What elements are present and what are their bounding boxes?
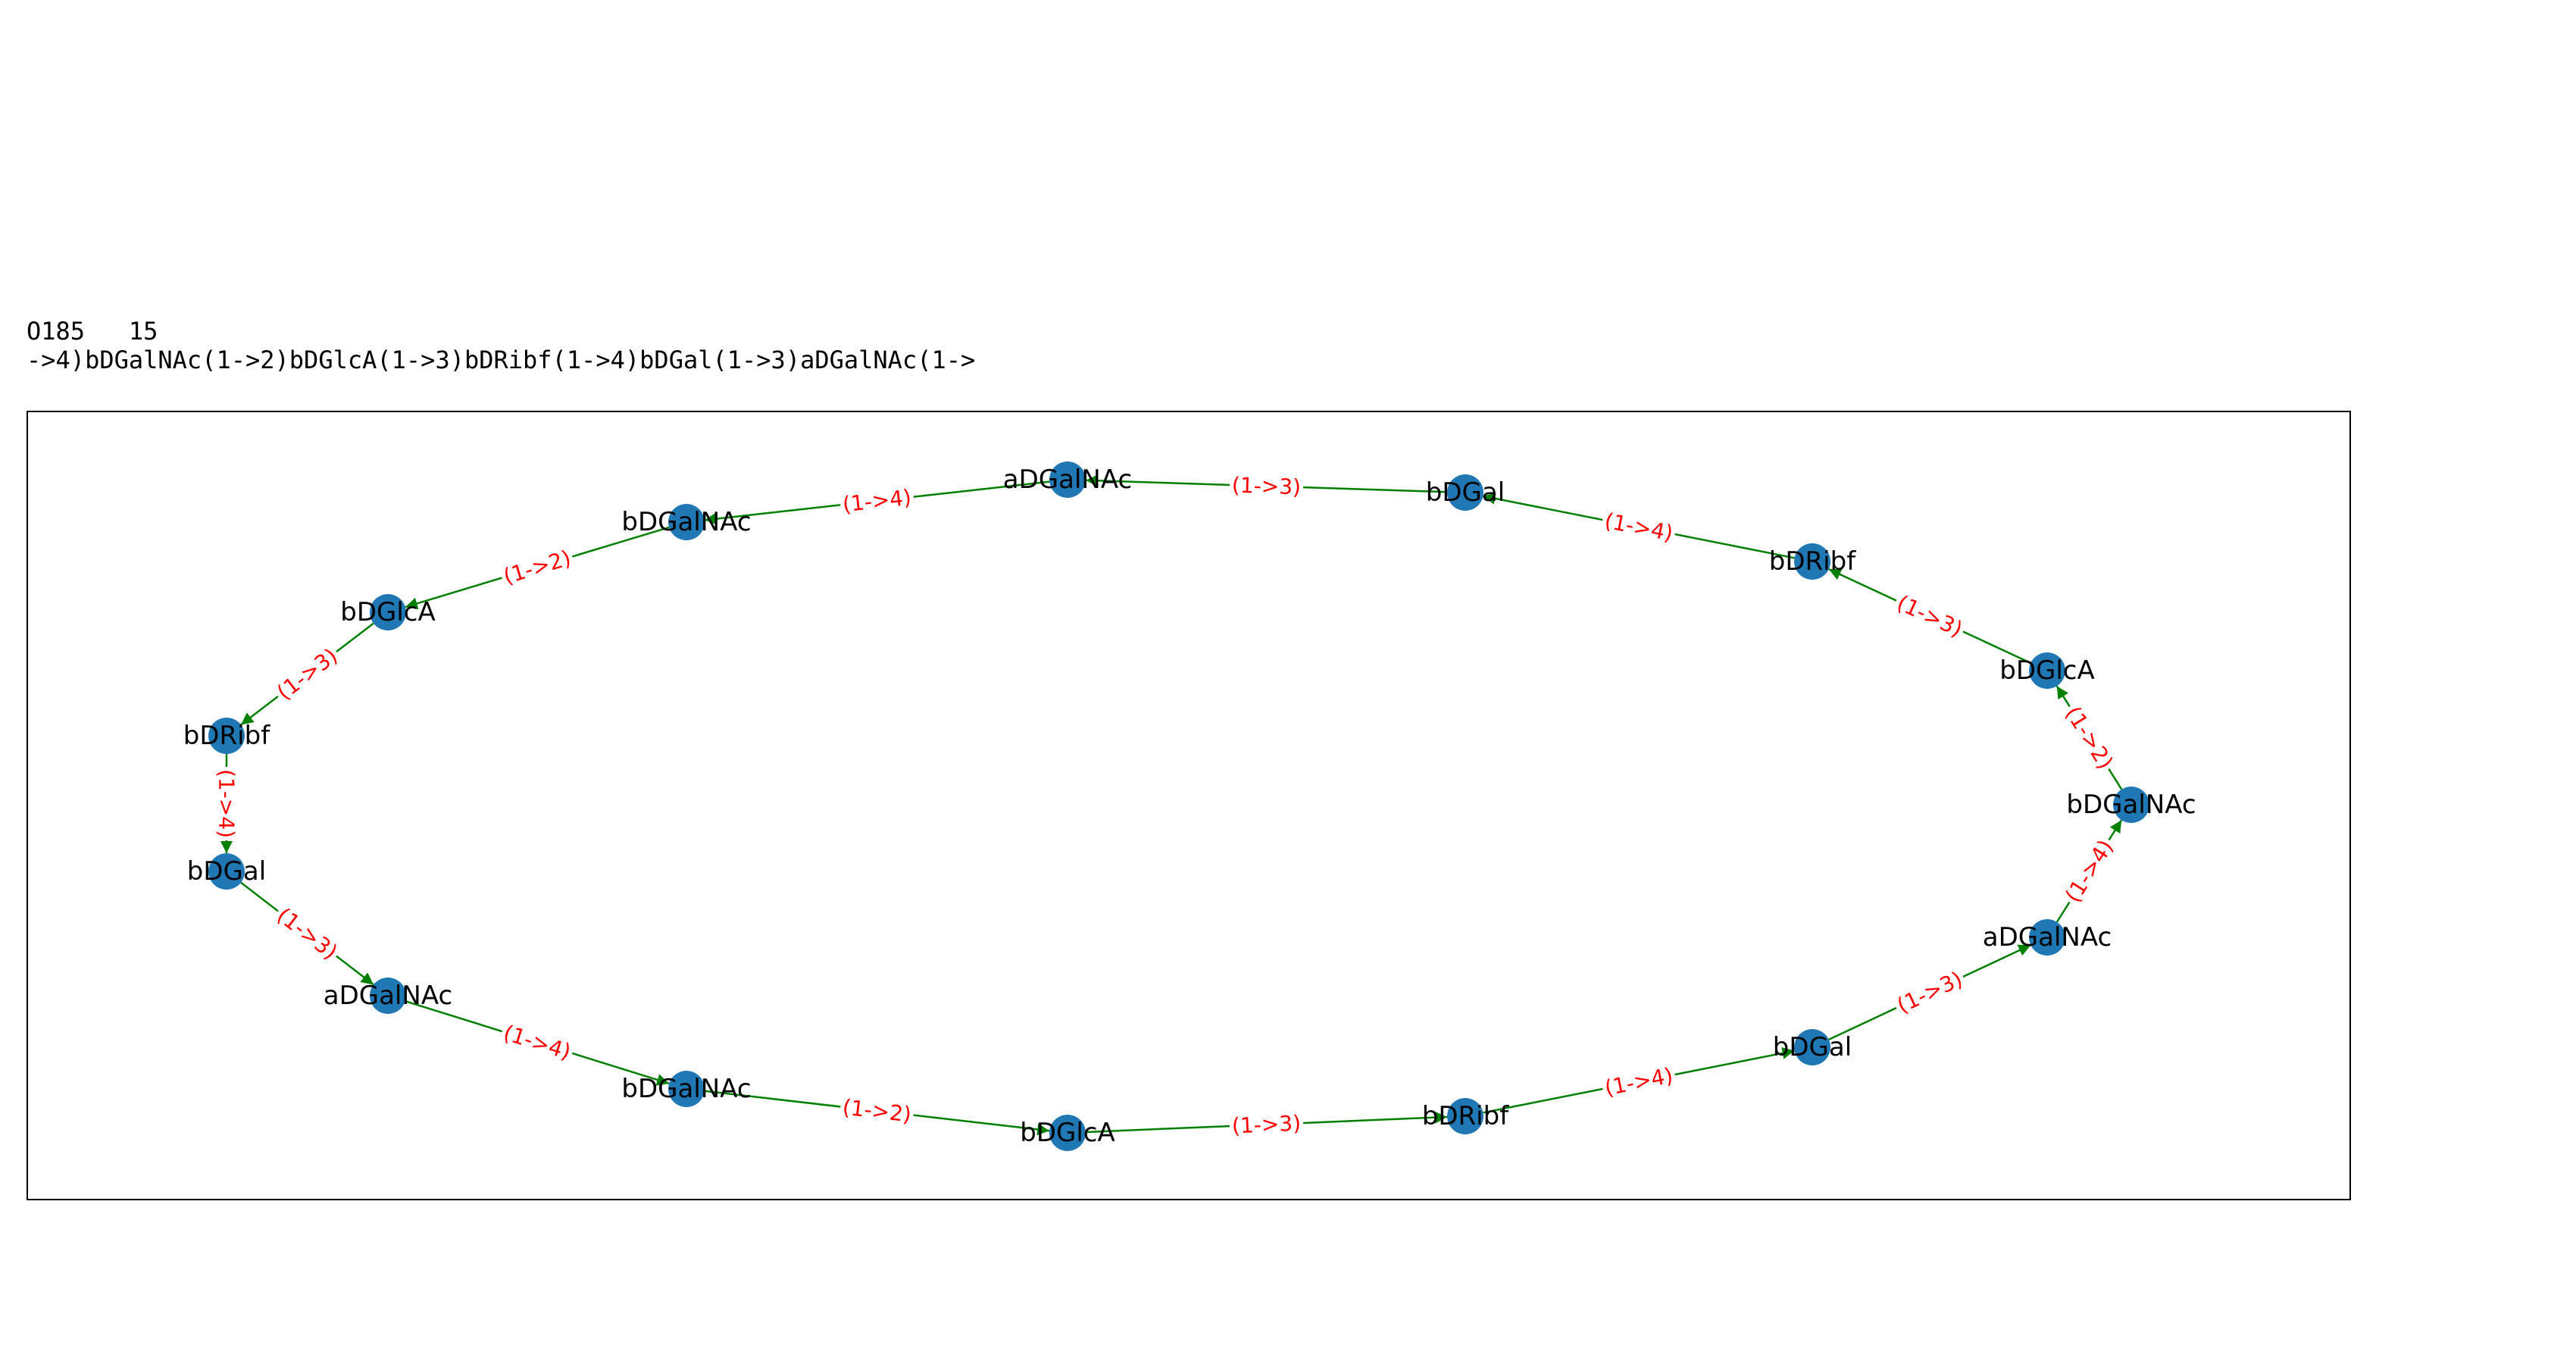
- edge-label-11: (1->2): [2060, 702, 2118, 774]
- edge-label-background: [1890, 965, 1969, 1020]
- edge-label-background: [498, 1018, 577, 1066]
- node-3: [2029, 652, 2065, 689]
- edge-label-6: (1->2): [841, 1094, 912, 1127]
- node-label-12: bDRibf: [183, 721, 270, 751]
- glycan-id-line: O185 15: [27, 317, 158, 346]
- edge-label-background: [270, 641, 345, 707]
- node-4: [2113, 787, 2149, 823]
- edge-label-5: (1->4): [501, 1020, 574, 1065]
- edge-label-3: (1->4): [214, 769, 239, 838]
- node-label-4: bDGalNAc: [2066, 790, 2196, 820]
- edge-label-14: (1->3): [1231, 473, 1301, 500]
- node-6: [1794, 1029, 1830, 1065]
- node-0: [1049, 461, 1086, 498]
- node-14: [668, 504, 705, 540]
- node-7: [1447, 1098, 1483, 1134]
- edge-label-background: [1599, 506, 1678, 548]
- node-label-9: bDGalNAc: [621, 1074, 751, 1104]
- node-13: [370, 594, 406, 630]
- edge-label-background: [839, 1093, 915, 1128]
- node-label-0: aDGalNAc: [1003, 465, 1132, 495]
- node-10: [370, 978, 406, 1014]
- edge-label-background: [1229, 471, 1304, 501]
- edge-label-background: [1229, 1109, 1304, 1140]
- edge-label-background: [1599, 1061, 1678, 1103]
- diagram-header: O185 15 ->4)bDGalNAc(1->2)bDGlcA(1->3)bDR…: [27, 317, 975, 374]
- node-9: [668, 1071, 705, 1107]
- node-label-11: bDGal: [187, 856, 266, 887]
- node-label-2: bDRibf: [1769, 546, 1856, 577]
- node-1: [1447, 474, 1483, 511]
- node-11: [208, 853, 245, 890]
- edge-label-background: [213, 766, 240, 841]
- edge-label-background: [1890, 588, 1969, 644]
- edge-label-background: [270, 900, 345, 967]
- edge-label-12: (1->3): [1893, 590, 1966, 642]
- edge-label-0: (1->4): [841, 485, 912, 518]
- edge-label-7: (1->3): [1231, 1111, 1301, 1139]
- node-5: [2029, 919, 2065, 956]
- node-label-7: bDRibf: [1422, 1101, 1509, 1131]
- node-8: [1049, 1115, 1086, 1151]
- edge-label-9: (1->3): [1893, 966, 1966, 1018]
- graph-frame: [27, 411, 2351, 1200]
- node-label-3: bDGlcA: [1999, 655, 2095, 686]
- node-label-8: bDGlcA: [1020, 1118, 1115, 1148]
- edge-label-background: [2058, 699, 2121, 776]
- edge-label-1: (1->2): [501, 546, 574, 590]
- node-label-14: bDGalNAc: [621, 507, 751, 537]
- node-label-6: bDGal: [1773, 1032, 1852, 1062]
- node-label-10: aDGalNAc: [324, 981, 452, 1011]
- node-label-5: aDGalNAc: [1983, 922, 2112, 953]
- edge-label-4: (1->3): [272, 903, 342, 965]
- node-label-1: bDGal: [1426, 477, 1505, 508]
- node-12: [208, 718, 245, 754]
- node-label-13: bDGlcA: [340, 597, 436, 627]
- node-2: [1794, 543, 1830, 580]
- edge-label-background: [839, 483, 915, 518]
- edge-label-10: (1->4): [2060, 835, 2118, 907]
- edge-label-background: [498, 543, 577, 591]
- glycan-formula: ->4)bDGalNAc(1->2)bDGlcA(1->3)bDRibf(1->…: [27, 346, 976, 374]
- edge-label-2: (1->3): [272, 643, 342, 705]
- edge-label-background: [2058, 833, 2121, 909]
